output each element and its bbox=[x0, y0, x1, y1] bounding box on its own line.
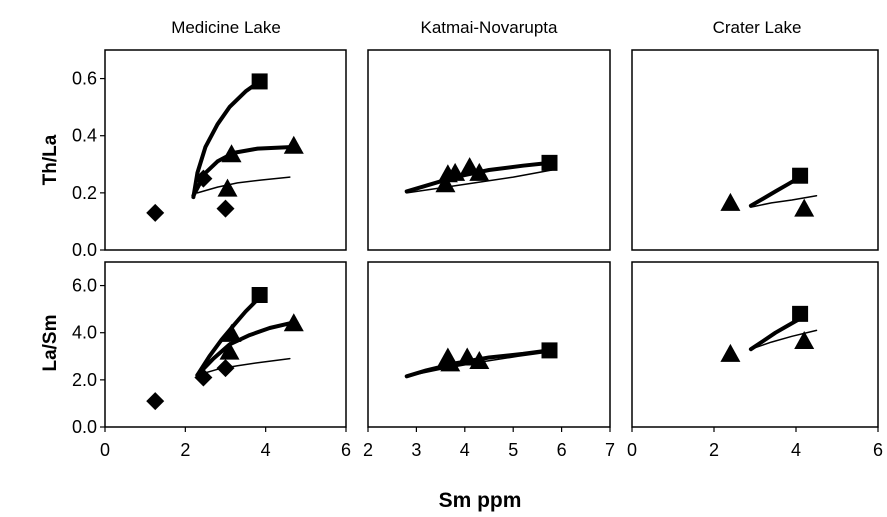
model-curve-thin bbox=[196, 357, 291, 376]
triangle-marker bbox=[221, 144, 242, 163]
column-title-medicine-lake: Medicine Lake bbox=[171, 18, 281, 37]
plot-frame bbox=[104, 261, 347, 428]
x-tick-label: 2 bbox=[180, 440, 190, 460]
column-title-crater-lake: Crater Lake bbox=[713, 18, 802, 37]
x-tick-label: 6 bbox=[873, 440, 883, 460]
triangle-marker bbox=[435, 174, 456, 193]
y-tick-label: 0.0 bbox=[72, 240, 97, 260]
y-tick-label: 6.0 bbox=[72, 276, 97, 296]
y-tick-label: 0.4 bbox=[72, 126, 97, 146]
panel-3 bbox=[631, 49, 879, 251]
y-tick-label: 0.0 bbox=[72, 417, 97, 437]
triangle-marker bbox=[221, 323, 242, 342]
model-curve-thick bbox=[748, 175, 803, 208]
triangle-marker bbox=[720, 343, 741, 362]
plot-frame bbox=[367, 261, 611, 428]
x-tick-label: 3 bbox=[411, 440, 421, 460]
triangle-marker bbox=[469, 351, 490, 369]
panel-5: 2 3 4 5 6 7 bbox=[363, 261, 615, 460]
y-tick-label: 0.2 bbox=[72, 183, 97, 203]
diamond-marker bbox=[216, 199, 235, 218]
triangle-marker bbox=[457, 347, 478, 366]
panel-4: 0.0 2.0 4.0 6.0 0 2 4 6 bbox=[72, 261, 351, 460]
square-marker bbox=[251, 73, 268, 90]
triangle-marker bbox=[283, 135, 304, 154]
diamond-marker bbox=[194, 368, 213, 387]
x-tick-label: 4 bbox=[791, 440, 801, 460]
x-tick-label: 7 bbox=[605, 440, 615, 460]
x-tick-label: 2 bbox=[709, 440, 719, 460]
panel-1: 0.0 0.2 0.4 0.6 bbox=[72, 49, 347, 260]
plot-frame bbox=[631, 261, 879, 428]
triangle-marker bbox=[445, 162, 466, 181]
x-tick-label: 0 bbox=[627, 440, 637, 460]
triangle-marker bbox=[794, 330, 815, 349]
y-tick-label: 0.6 bbox=[72, 69, 97, 89]
model-curve-thick bbox=[191, 145, 292, 198]
panels: 0.00.20.40.60.02.04.06.00 2 4 6 2 3 4 5 6 7 0 2 4 6 bbox=[72, 49, 883, 460]
x-tick-label: 4 bbox=[261, 440, 271, 460]
model-curve-thin bbox=[750, 194, 818, 208]
triangle-marker bbox=[720, 192, 741, 211]
x-tick-label: 4 bbox=[460, 440, 470, 460]
triangle-marker bbox=[440, 353, 461, 372]
plot-frame bbox=[367, 49, 611, 251]
triangle-marker bbox=[283, 313, 304, 332]
triangle-marker bbox=[469, 162, 490, 181]
column-title-katmai-novarupta: Katmai-Novarupta bbox=[420, 18, 558, 37]
y-axis-label-th-la: Th/La bbox=[40, 134, 61, 185]
square-marker bbox=[792, 167, 809, 184]
diamond-marker bbox=[146, 203, 165, 222]
x-tick-label: 2 bbox=[363, 440, 373, 460]
plot-frame bbox=[104, 49, 347, 251]
plot-frame bbox=[631, 49, 879, 251]
triangle-marker bbox=[459, 157, 480, 176]
triangle-marker bbox=[217, 178, 238, 197]
square-marker bbox=[251, 287, 268, 303]
x-axis-label: Sm ppm bbox=[439, 489, 522, 512]
model-curve-thin bbox=[405, 169, 553, 194]
y-tick-label: 2.0 bbox=[72, 370, 97, 390]
x-tick-label: 0 bbox=[100, 440, 110, 460]
model-curve-thick bbox=[748, 316, 803, 352]
square-marker bbox=[792, 305, 809, 322]
y-axis-label-la-sm: La/Sm bbox=[40, 314, 61, 371]
square-marker bbox=[541, 154, 558, 171]
x-tick-label: 5 bbox=[508, 440, 518, 460]
y-tick-label: 4.0 bbox=[72, 323, 97, 343]
diamond-marker bbox=[194, 169, 213, 188]
square-marker bbox=[541, 342, 558, 359]
panel-2 bbox=[367, 49, 611, 251]
model-curve-thick bbox=[191, 79, 262, 200]
model-curve-thick bbox=[195, 321, 292, 378]
x-tick-label: 6 bbox=[557, 440, 567, 460]
panel-6: 0 2 4 6 bbox=[627, 261, 883, 460]
triangle-marker bbox=[219, 341, 240, 360]
diamond-marker bbox=[146, 392, 165, 411]
x-tick-label: 6 bbox=[341, 440, 351, 460]
triangle-marker bbox=[794, 198, 815, 217]
model-curve-thin bbox=[196, 176, 291, 194]
diamond-marker bbox=[216, 359, 235, 378]
